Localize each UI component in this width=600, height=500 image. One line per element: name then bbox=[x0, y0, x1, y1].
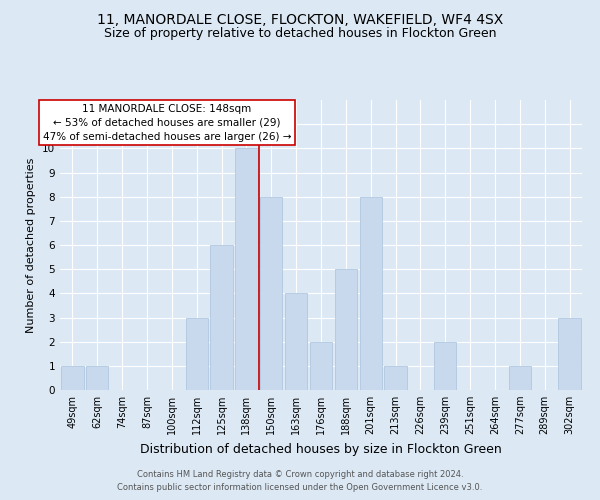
Bar bbox=[559, 318, 581, 390]
Bar bbox=[359, 196, 382, 390]
Text: 11, MANORDALE CLOSE, FLOCKTON, WAKEFIELD, WF4 4SX: 11, MANORDALE CLOSE, FLOCKTON, WAKEFIELD… bbox=[97, 12, 503, 26]
Bar bbox=[385, 366, 407, 390]
X-axis label: Distribution of detached houses by size in Flockton Green: Distribution of detached houses by size … bbox=[140, 442, 502, 456]
Text: 11 MANORDALE CLOSE: 148sqm
← 53% of detached houses are smaller (29)
47% of semi: 11 MANORDALE CLOSE: 148sqm ← 53% of deta… bbox=[43, 104, 291, 142]
Bar bbox=[310, 342, 332, 390]
Bar bbox=[211, 245, 233, 390]
Bar bbox=[185, 318, 208, 390]
Bar bbox=[509, 366, 531, 390]
Bar bbox=[86, 366, 109, 390]
Bar bbox=[335, 269, 357, 390]
Text: Size of property relative to detached houses in Flockton Green: Size of property relative to detached ho… bbox=[104, 28, 496, 40]
Y-axis label: Number of detached properties: Number of detached properties bbox=[26, 158, 37, 332]
Bar bbox=[61, 366, 83, 390]
Bar bbox=[285, 294, 307, 390]
Text: Contains public sector information licensed under the Open Government Licence v3: Contains public sector information licen… bbox=[118, 484, 482, 492]
Bar bbox=[434, 342, 457, 390]
Bar bbox=[235, 148, 257, 390]
Bar bbox=[260, 196, 283, 390]
Text: Contains HM Land Registry data © Crown copyright and database right 2024.: Contains HM Land Registry data © Crown c… bbox=[137, 470, 463, 479]
